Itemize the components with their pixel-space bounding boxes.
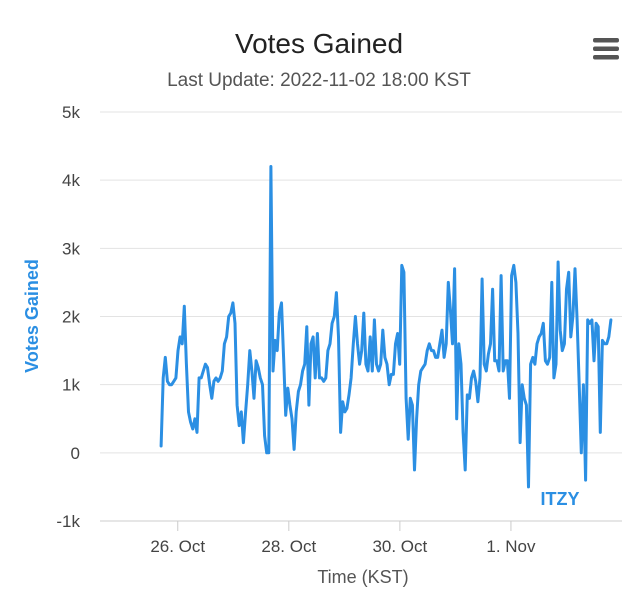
chart-subtitle: Last Update: 2022-11-02 18:00 KST [167,70,471,91]
x-axis-labels: 26. Oct 28. Oct 30. Oct 1. Nov [150,521,536,556]
series-label-itzy: ITZY [541,489,580,509]
menu-icon-bar-middle [593,46,619,51]
y-tick-label: 4k [62,171,80,190]
y-tick-label: -1k [56,512,80,531]
hamburger-menu-icon[interactable] [593,38,619,60]
x-axis-title: Time (KST) [317,567,408,587]
x-tick-label: 26. Oct [150,537,205,556]
x-tick-label: 30. Oct [372,537,427,556]
y-tick-label: 5k [62,103,80,122]
series-line-itzy[interactable] [159,165,613,489]
menu-icon-bar-top [593,38,619,43]
menu-icon-bar-bottom [593,55,619,60]
y-axis-title: Votes Gained [22,259,42,373]
menu-button[interactable] [586,32,626,66]
y-axis-labels: 5k 4k 3k 2k 1k 0 -1k [56,103,80,531]
y-tick-label: 2k [62,308,80,327]
x-tick-label: 28. Oct [261,537,316,556]
chart-title: Votes Gained [235,28,403,59]
y-tick-label: 1k [62,376,80,395]
y-tick-label: 0 [71,444,80,463]
y-tick-label: 3k [62,239,80,258]
x-tick-label: 1. Nov [486,537,536,556]
grid-lines [100,111,622,454]
